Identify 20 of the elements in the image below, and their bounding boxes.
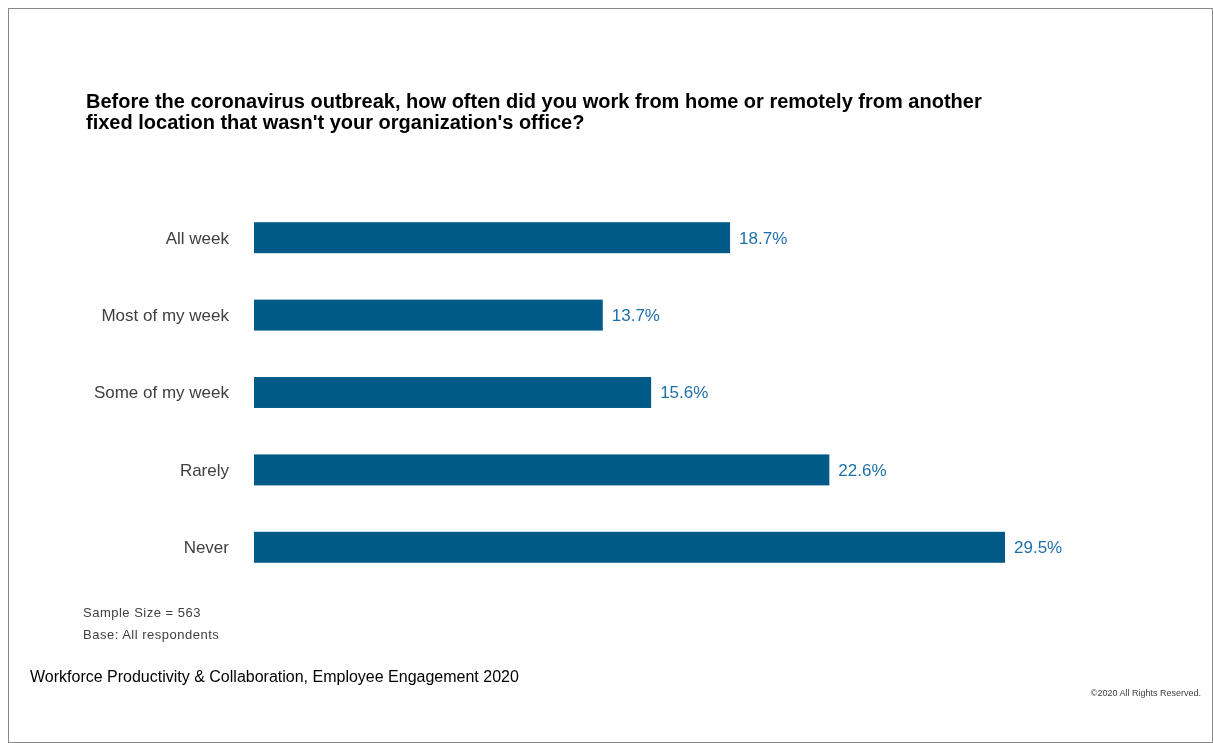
y-tick-label: All week [165, 228, 230, 248]
y-tick-label: Never [183, 538, 230, 558]
text: Workforce Productivity & Collaboration, Employee Engagement 2020 [30, 668, 519, 685]
text: Sample Size = 563 [83, 605, 201, 620]
text: ©2020 All Rights Reserved. [1090, 688, 1201, 698]
bar [254, 222, 731, 254]
bar [254, 454, 830, 486]
data-label: 15.6% [660, 383, 709, 403]
data-label: 13.7% [611, 306, 660, 326]
bar [254, 531, 1005, 563]
bar [254, 377, 652, 408]
text: Base: All respondents [83, 627, 220, 642]
data-label: 29.5% [1014, 538, 1063, 558]
y-tick-label: Most of my week [101, 306, 230, 326]
y-tick-label: Some of my week [93, 383, 230, 403]
bar [254, 299, 603, 331]
data-label: 22.6% [838, 460, 887, 480]
chart-title: Before the coronavirus outbreak, how often did you work from home or remotely from another fixed location that wasn't your organization's office? [86, 90, 982, 133]
y-tick-label: Rarely [179, 460, 230, 480]
data-label: 18.7% [739, 228, 788, 248]
